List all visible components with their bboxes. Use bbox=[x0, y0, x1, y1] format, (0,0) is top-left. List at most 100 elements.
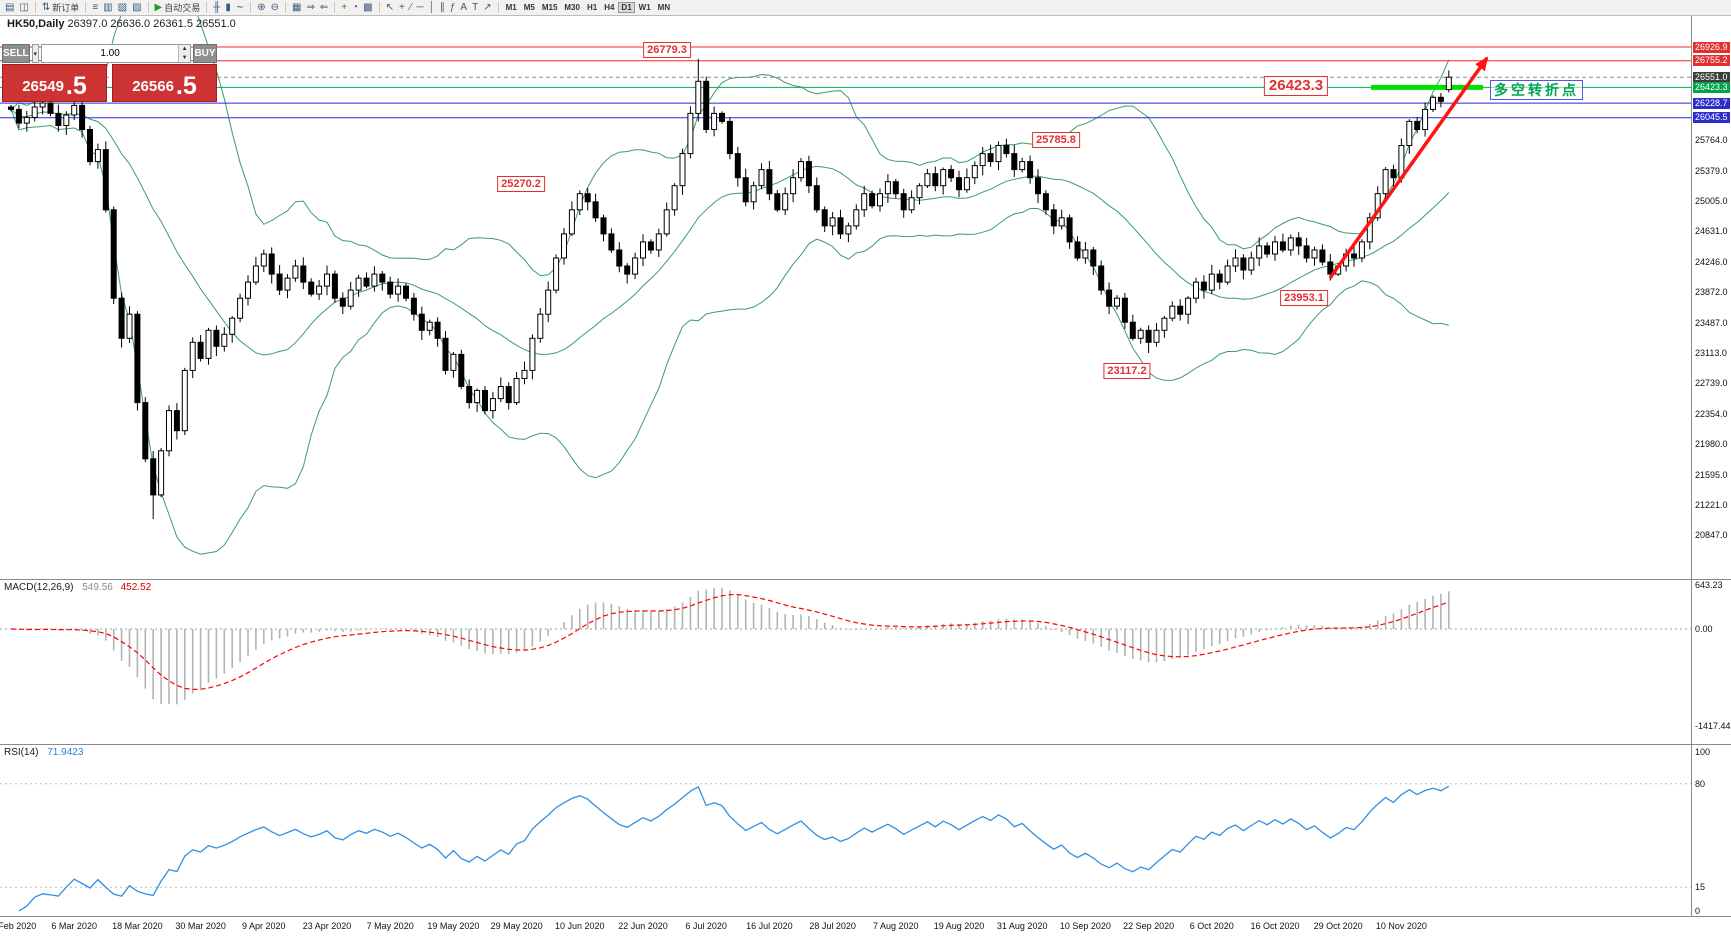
price-annotation[interactable]: 26423.3 bbox=[1263, 76, 1329, 96]
date-label: 6 Jul 2020 bbox=[685, 921, 727, 931]
volume-field: ▲ ▼ bbox=[41, 44, 192, 63]
autotrading-button-label: 自动交易 bbox=[164, 3, 201, 13]
line-chart-icon[interactable]: ∼ bbox=[234, 1, 246, 15]
volume-input[interactable] bbox=[42, 45, 179, 62]
tile-windows-icon[interactable]: ▦ bbox=[290, 1, 303, 15]
price-annotation[interactable]: 23953.1 bbox=[1280, 290, 1328, 306]
arrow-icon: ↗ bbox=[483, 2, 492, 13]
indicators-icon: + bbox=[341, 2, 348, 13]
candlestick-chart-icon[interactable]: ▮ bbox=[223, 1, 233, 15]
zoom-in-icon: ⊕ bbox=[257, 2, 266, 13]
text-icon[interactable]: A bbox=[458, 1, 469, 15]
price-axis[interactable]: 25764.0 25379.0 25005.0 24631.0 24246.0 23872… bbox=[1691, 16, 1731, 916]
autotrading-button[interactable]: ▶ 自动交易 bbox=[153, 1, 203, 15]
chart-shift-icon: ⇐ bbox=[319, 2, 329, 13]
axis-price-label: 21595.0 bbox=[1695, 470, 1728, 481]
zoom-out-icon[interactable]: ⊖ bbox=[269, 1, 281, 15]
profile-icon[interactable]: ◫ bbox=[17, 1, 30, 15]
data-window-icon[interactable]: ▥ bbox=[101, 1, 114, 15]
timeframe-d1[interactable]: D1 bbox=[618, 2, 635, 13]
timeframe-m5[interactable]: M5 bbox=[523, 3, 535, 12]
zoom-out-icon: ⊖ bbox=[270, 2, 280, 13]
cursor-icon[interactable]: ↖ bbox=[384, 1, 396, 15]
timeframe-h4[interactable]: H4 bbox=[604, 3, 615, 12]
rsi-axis-label: 100 bbox=[1695, 747, 1711, 757]
templates-icon[interactable]: ▩ bbox=[361, 1, 374, 15]
order-type-dropdown[interactable]: ▾ bbox=[31, 44, 40, 63]
trend-arrow bbox=[1328, 56, 1489, 280]
panel-separator[interactable] bbox=[0, 579, 1731, 580]
toolbar-separator bbox=[85, 2, 87, 13]
price-annotation[interactable]: 23117.2 bbox=[1103, 363, 1151, 379]
timeframe-m15[interactable]: M15 bbox=[541, 3, 558, 12]
zoom-in-icon[interactable]: ⊕ bbox=[255, 1, 267, 15]
axis-price-label: 24631.0 bbox=[1695, 226, 1728, 237]
spin-down-icon[interactable]: ▼ bbox=[179, 53, 191, 62]
timeframe-m30[interactable]: M30 bbox=[564, 3, 580, 12]
label-icon: T bbox=[472, 2, 479, 13]
label-icon[interactable]: T bbox=[470, 1, 480, 15]
line-chart-icon: ∼ bbox=[235, 2, 245, 13]
price-annotation[interactable]: 26779.3 bbox=[643, 42, 691, 58]
fibonacci-icon[interactable]: ƒ bbox=[448, 1, 458, 15]
charts-window-icon[interactable]: ▤ bbox=[3, 1, 16, 15]
date-label: 7 Aug 2020 bbox=[873, 921, 919, 931]
volume-stepper[interactable]: ▲ ▼ bbox=[178, 45, 191, 62]
timeframe-mn[interactable]: MN bbox=[657, 3, 671, 12]
panel-separator[interactable] bbox=[0, 744, 1731, 745]
new-order-button[interactable]: ⇅ 新订单 bbox=[40, 1, 81, 15]
market-watch-icon[interactable]: ≡ bbox=[90, 1, 100, 15]
sell-button[interactable]: SELL bbox=[2, 44, 30, 63]
chart-shift-icon[interactable]: ⇐ bbox=[318, 1, 330, 15]
indicators-icon[interactable]: + bbox=[339, 1, 349, 15]
templates-icon: ▩ bbox=[363, 2, 373, 13]
toolbar-separator bbox=[334, 2, 336, 13]
axis-price-label: 23872.0 bbox=[1695, 287, 1728, 298]
arrow-icon[interactable]: ↗ bbox=[481, 1, 493, 15]
date-label: 29 Oct 2020 bbox=[1313, 921, 1363, 931]
rsi-value: 71.9423 bbox=[47, 747, 84, 758]
bar-chart-icon[interactable]: ╫ bbox=[211, 1, 222, 15]
timeframe-m1[interactable]: M1 bbox=[505, 3, 517, 12]
spin-up-icon[interactable]: ▲ bbox=[179, 45, 191, 54]
timeframe-h1[interactable]: H1 bbox=[586, 3, 598, 12]
date-label: 19 Aug 2020 bbox=[933, 921, 985, 931]
navigator-icon[interactable]: ▧ bbox=[116, 1, 129, 15]
toolbar-separator bbox=[378, 2, 380, 13]
main-chart-panel: HK50,Daily 26397.0 26636.0 26361.5 26551… bbox=[0, 16, 1691, 579]
tile-windows-icon: ▦ bbox=[292, 2, 302, 13]
turning-point-note[interactable]: 多空转折点 bbox=[1490, 80, 1583, 100]
crosshair-icon: + bbox=[398, 2, 405, 13]
price-annotation[interactable]: 25270.2 bbox=[497, 176, 545, 192]
trendline-icon[interactable]: ∕ bbox=[408, 1, 414, 15]
macd-plot[interactable] bbox=[0, 579, 1691, 744]
terminal-icon[interactable]: ▨ bbox=[130, 1, 143, 15]
macd-label: MACD(12,26,9) 549.56 452.52 bbox=[4, 582, 151, 593]
terminal-icon: ▨ bbox=[132, 2, 142, 13]
vertical-line-icon[interactable]: │ bbox=[427, 1, 437, 15]
crosshair-icon[interactable]: + bbox=[397, 1, 407, 15]
price-annotation[interactable]: 25785.8 bbox=[1032, 132, 1080, 148]
cursor-icon: ↖ bbox=[385, 2, 394, 13]
panel-separator bbox=[0, 916, 1731, 917]
new-order-button-label: 新订单 bbox=[52, 3, 80, 13]
horizontal-line-icon[interactable]: ─ bbox=[415, 1, 426, 15]
channel-icon[interactable]: ∥ bbox=[438, 1, 447, 15]
date-label: 22 Jun 2020 bbox=[618, 921, 668, 931]
axis-price-label: 22739.0 bbox=[1695, 378, 1728, 389]
rsi-plot[interactable] bbox=[0, 744, 1691, 916]
buy-button[interactable]: BUY bbox=[193, 44, 217, 63]
date-label: 19 May 2020 bbox=[427, 921, 480, 931]
timeframe-w1[interactable]: W1 bbox=[638, 3, 651, 12]
toolbar-separator bbox=[34, 2, 36, 13]
periods-icon[interactable]: ◔ bbox=[350, 1, 360, 15]
sell-price-pips: .5 bbox=[65, 72, 87, 100]
candlestick-chart[interactable] bbox=[0, 16, 1691, 579]
sell-price-display[interactable]: 26549 .5 bbox=[2, 64, 107, 102]
buy-price-display[interactable]: 26566 .5 bbox=[112, 64, 217, 102]
time-axis[interactable]: 23 Feb 2020 6 Mar 2020 18 Mar 2020 30 Mar 2… bbox=[0, 916, 1731, 938]
candlestick-chart-icon: ▮ bbox=[225, 2, 231, 13]
date-label: 23 Apr 2020 bbox=[302, 921, 352, 931]
rsi-label: RSI(14) 71.9423 bbox=[4, 747, 83, 758]
auto-scroll-icon[interactable]: ⇒ bbox=[304, 1, 316, 15]
